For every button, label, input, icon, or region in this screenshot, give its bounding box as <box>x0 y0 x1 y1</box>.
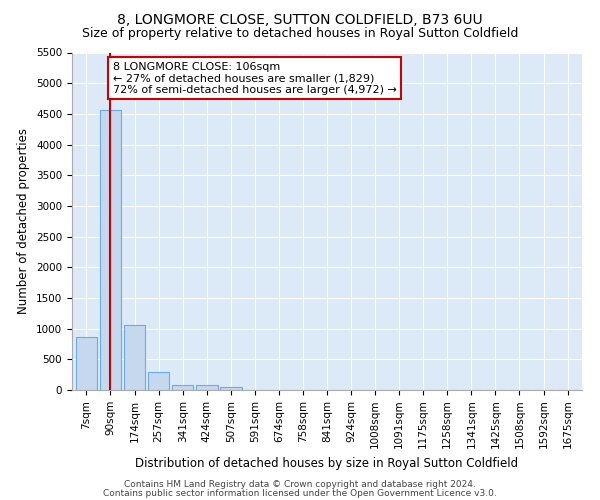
Text: Contains HM Land Registry data © Crown copyright and database right 2024.: Contains HM Land Registry data © Crown c… <box>124 480 476 489</box>
Text: Contains public sector information licensed under the Open Government Licence v3: Contains public sector information licen… <box>103 488 497 498</box>
Bar <box>220 386 242 390</box>
Text: 8 LONGMORE CLOSE: 106sqm
← 27% of detached houses are smaller (1,829)
72% of sem: 8 LONGMORE CLOSE: 106sqm ← 27% of detach… <box>113 62 397 95</box>
Text: Size of property relative to detached houses in Royal Sutton Coldfield: Size of property relative to detached ho… <box>82 28 518 40</box>
Bar <box>124 325 145 390</box>
Y-axis label: Number of detached properties: Number of detached properties <box>17 128 31 314</box>
Bar <box>100 110 121 390</box>
Bar <box>172 385 193 390</box>
Bar <box>196 385 218 390</box>
Bar <box>148 372 169 390</box>
Bar <box>76 336 97 390</box>
X-axis label: Distribution of detached houses by size in Royal Sutton Coldfield: Distribution of detached houses by size … <box>136 457 518 470</box>
Text: 8, LONGMORE CLOSE, SUTTON COLDFIELD, B73 6UU: 8, LONGMORE CLOSE, SUTTON COLDFIELD, B73… <box>117 12 483 26</box>
